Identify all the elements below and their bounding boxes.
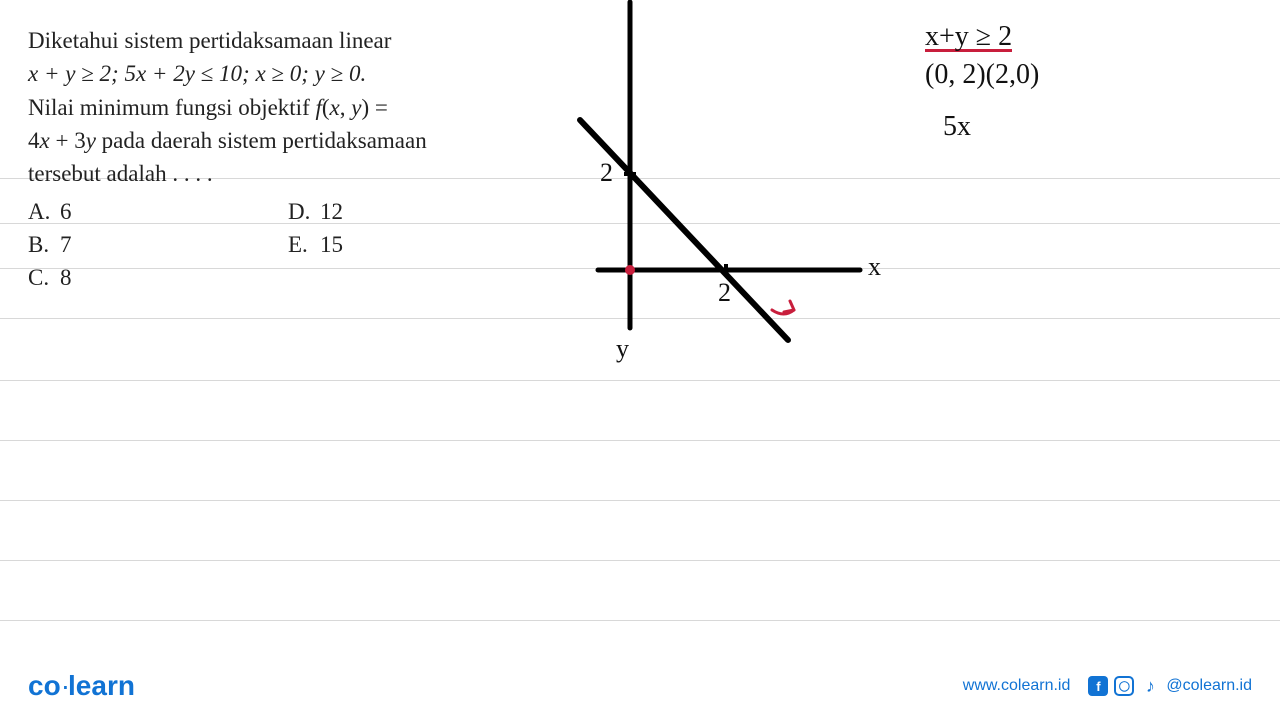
y-axis-label: y xyxy=(616,334,629,364)
hw-line-2: (0, 2)(2,0) xyxy=(925,56,1039,94)
graph: 2 2 x y xyxy=(560,0,900,380)
problem-line-1: Diketahui sistem pertidaksamaan linear xyxy=(28,24,538,57)
instagram-icon[interactable]: ◯ xyxy=(1114,676,1134,696)
problem-line-3: Nilai minimum fungsi objektif f(x, y) = xyxy=(28,91,538,124)
footer: co·learn www.colearn.id f ◯ ♪ @colearn.i… xyxy=(0,670,1280,702)
graph-svg xyxy=(560,0,900,380)
footer-url[interactable]: www.colearn.id xyxy=(963,677,1071,695)
problem-line-5: tersebut adalah . . . . xyxy=(28,157,538,190)
social-links: f ◯ ♪ @colearn.id xyxy=(1088,676,1252,696)
problem-line-2: x + y ≥ 2; 5x + 2y ≤ 10; x ≥ 0; y ≥ 0. xyxy=(28,57,538,90)
answer-options: A.6 D.12 B.7 E.15 C.8 xyxy=(28,195,538,295)
facebook-icon[interactable]: f xyxy=(1088,676,1108,696)
brand-logo: co·learn xyxy=(28,670,135,702)
tiktok-icon[interactable]: ♪ xyxy=(1140,676,1160,696)
x-axis-label: x xyxy=(868,252,881,282)
problem-statement: Diketahui sistem pertidaksamaan linear x… xyxy=(28,24,538,295)
problem-line-4: 4x + 3y pada daerah sistem pertidaksamaa… xyxy=(28,124,538,157)
hw-line-3: 5x xyxy=(943,108,1039,146)
x-tick-label: 2 xyxy=(718,278,731,308)
handwritten-notes: x+y ≥ 2 (0, 2)(2,0) 5x xyxy=(925,18,1039,145)
hw-line-1: x+y ≥ 2 xyxy=(925,18,1039,56)
option-a: A.6 xyxy=(28,195,108,228)
social-handle: @colearn.id xyxy=(1166,677,1252,695)
option-c: C.8 xyxy=(28,261,108,294)
option-b: B.7 xyxy=(28,228,108,261)
option-e: E.15 xyxy=(288,228,368,261)
y-tick-label: 2 xyxy=(600,158,613,188)
option-d: D.12 xyxy=(288,195,368,228)
